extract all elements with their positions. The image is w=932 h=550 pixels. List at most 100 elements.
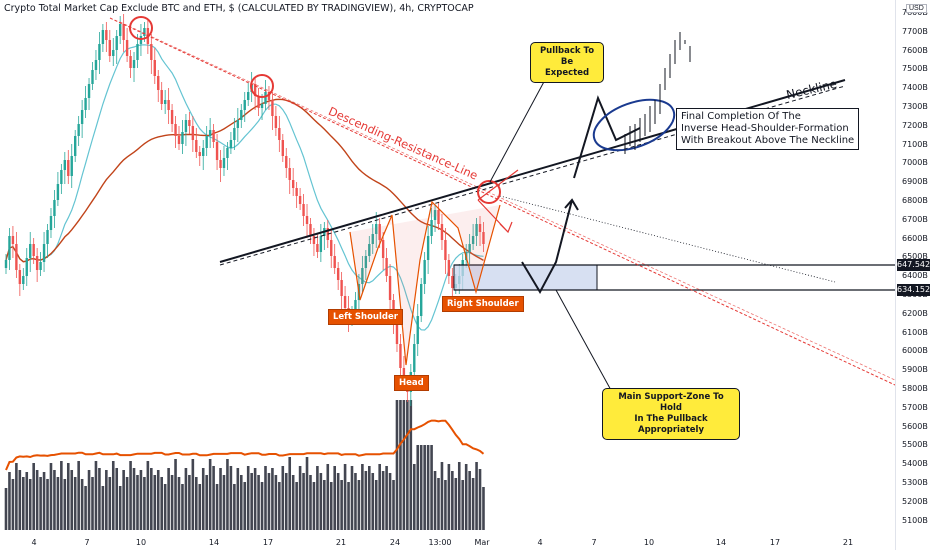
time-tick: 7 [591,538,597,547]
candle-body [15,244,18,270]
volume-bar [184,468,188,530]
candle-body [478,224,482,232]
candle-body [94,60,98,70]
volume-bar [298,466,302,530]
volume-bar [288,457,292,530]
volume-bar [122,470,125,530]
volume-bar [412,464,416,530]
price-tick: 6200B [902,308,928,318]
candle-body [8,236,11,260]
volume-bar [274,475,278,530]
price-axis[interactable]: 7800B7700B7600B7500B7400B7300B7200B7100B… [895,0,932,550]
candle-body [105,30,108,40]
candle-body [423,260,426,284]
candle-body [395,320,399,344]
time-tick: 21 [335,538,347,547]
volume-bar [226,459,229,530]
volume-bar [4,488,8,530]
volume-bar [402,400,406,530]
volume-bar [129,461,132,530]
volume-bar [264,466,267,530]
candle-body [361,268,364,284]
volume-bar [22,477,25,530]
candle-body [295,188,298,196]
candle-body [437,210,440,224]
volume-bar [167,468,170,530]
candle-body [271,100,274,116]
completion-line-1: Final Completion Of The [681,111,801,122]
volume-bar [136,475,139,530]
candle-body [181,132,184,144]
volume-bar [340,480,343,530]
volume-bar [174,459,177,530]
candle-body [343,296,347,308]
candle-body [285,156,288,168]
volume-bar [160,477,163,530]
candle-body [67,160,70,176]
candle-body [87,84,91,98]
candle-body [253,84,257,96]
candle-body [257,96,260,108]
candle-body [205,136,208,148]
pullback-callout: Pullback To Be Expected [530,42,604,83]
candle-body [202,148,205,156]
candle-body [115,36,118,50]
volume-bar [42,472,46,530]
completion-callout: Final Completion Of The Inverse Head-Sho… [676,108,860,150]
candle-body [330,240,333,256]
volume-bar [278,482,281,530]
volume-bar [336,473,340,530]
candle-body [153,60,156,76]
candle-body [143,28,146,36]
projected-resistance-dotted-line [499,195,836,283]
price-tick: 6800B [902,196,928,205]
volume-bar [430,445,433,530]
candle-body [264,92,267,104]
volume-bar [115,468,119,530]
volume-bar [364,471,368,530]
volume-bar [91,477,94,530]
volume-bar [333,466,336,530]
resistance-touch-circle [250,74,274,98]
currency-label[interactable]: USD [906,4,927,13]
volume-bar [316,466,319,530]
volume-bar [28,479,32,530]
candle-body [177,136,181,144]
breakout-circle [477,180,501,204]
volume-bar [18,470,22,530]
volume-bar [329,482,333,530]
volume-bar [371,473,375,530]
volume-bar [46,479,49,530]
price-tick: 5400B [902,459,928,469]
candle-body [319,236,323,252]
volume-bar [236,468,240,530]
volume-bar [191,459,195,530]
time-tick: 4 [537,538,543,547]
price-tick: 7400B [902,83,928,93]
price-tick: 5200B [902,496,928,506]
volume-bar [454,478,458,530]
volume-bar [457,462,461,530]
candle-body [233,128,236,140]
candle-body [312,236,316,244]
volume-bar [395,400,399,530]
candle-body [388,276,392,300]
candle-body [118,24,122,36]
candlesticks [4,14,485,406]
descending-resistance-line-secondary [119,21,896,381]
volume-bar [423,445,426,530]
volume-bar [66,463,70,530]
candle-body [18,270,22,284]
candle-body [267,92,271,100]
price-tick: 6100B [902,327,928,337]
volume-bar [63,479,67,530]
volume-bar [146,461,150,530]
price-tick: 6500B [902,252,928,262]
candle-body [420,284,423,316]
time-tick: 13:00 [428,538,452,547]
projection-pattern-path [573,95,641,179]
resistance-touch-circle [129,16,153,40]
price-tick: 5700B [902,402,928,412]
price-tick: 6900B [902,177,928,187]
